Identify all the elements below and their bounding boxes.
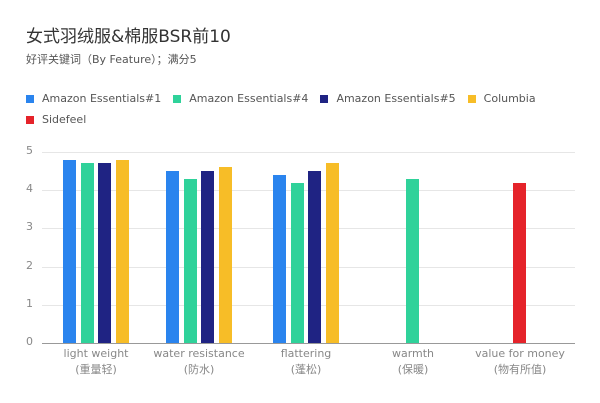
legend-label: Sidefeel	[42, 113, 87, 126]
bar[interactable]	[80, 163, 94, 343]
bar[interactable]	[325, 163, 339, 343]
legend-item[interactable]: Amazon Essentials#1	[26, 92, 161, 105]
legend-label: Amazon Essentials#5	[336, 92, 456, 105]
y-tick-label: 4	[26, 182, 33, 196]
bar[interactable]	[115, 159, 129, 343]
bar[interactable]	[166, 171, 179, 343]
x-tick-label: light weight (重量轻)	[63, 347, 129, 376]
bar[interactable]	[63, 159, 76, 343]
legend-swatch-icon	[26, 115, 34, 124]
x-tick-label: value for money (物有所值)	[475, 347, 565, 376]
chart-subtitle: 好评关键词（By Feature）；满分5	[26, 53, 197, 66]
bar[interactable]	[218, 167, 232, 343]
y-tick-label: 1	[26, 296, 33, 310]
bar[interactable]	[273, 174, 286, 343]
bar[interactable]	[183, 178, 197, 343]
bar[interactable]	[98, 163, 111, 343]
y-tick-label: 3	[26, 220, 33, 234]
bar[interactable]	[201, 171, 214, 343]
legend-swatch-icon	[173, 94, 182, 103]
legend-label: Columbia	[483, 92, 536, 105]
legend-swatch-icon	[26, 94, 34, 103]
bar[interactable]	[513, 182, 527, 343]
chart-title: 女式羽绒服&棉服BSR前10	[26, 27, 231, 47]
x-tick-label: flattering (蓬松)	[280, 347, 332, 376]
y-tick-label: 2	[26, 258, 33, 272]
legend-item[interactable]: Amazon Essentials#4	[173, 92, 308, 105]
bar[interactable]	[290, 182, 304, 343]
legend-swatch-icon	[467, 94, 476, 103]
legend-item[interactable]: Amazon Essentials#5	[320, 92, 456, 105]
x-axis	[42, 343, 575, 344]
gridline	[42, 152, 575, 153]
legend-label: Amazon Essentials#4	[189, 92, 309, 105]
y-tick-label: 0	[26, 335, 33, 348]
bar[interactable]	[308, 171, 321, 343]
y-tick-label: 5	[26, 144, 33, 157]
x-tick-label: warmth (保暖)	[391, 347, 435, 376]
legend-item[interactable]: Columbia	[467, 92, 536, 105]
x-tick-label: water resistance (防水)	[153, 347, 245, 376]
bar[interactable]	[406, 178, 420, 343]
legend-label: Amazon Essentials#1	[42, 92, 162, 105]
legend: Amazon Essentials#1 Amazon Essentials#4 Am…	[26, 92, 586, 134]
legend-swatch-icon	[320, 94, 329, 103]
legend-item[interactable]: Sidefeel	[26, 113, 86, 126]
